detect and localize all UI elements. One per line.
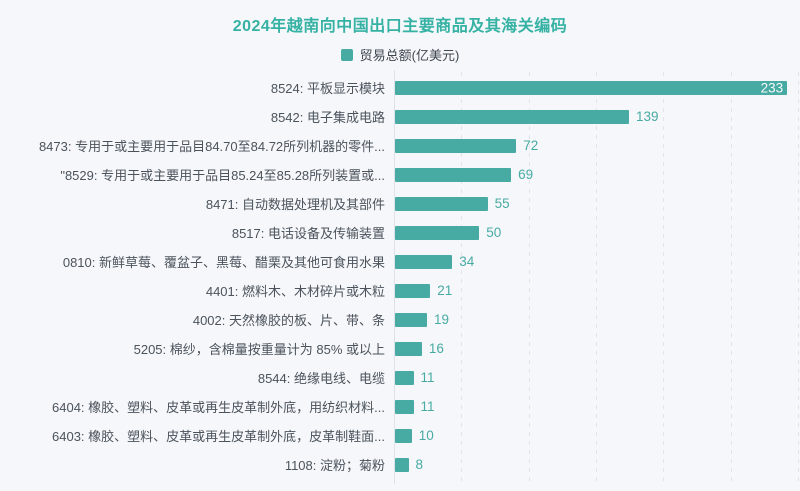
bar <box>395 312 427 327</box>
bar-area: 11 <box>395 392 800 421</box>
bar <box>395 370 414 385</box>
category-label: 0810: 新鲜草莓、覆盆子、黑莓、醋栗及其他可食用水果 <box>62 255 385 270</box>
category-label: 8542: 电子集成电路 <box>270 110 385 125</box>
value-label: 8 <box>415 457 424 472</box>
bar <box>395 254 453 269</box>
value-label: 16 <box>428 341 444 356</box>
chart-row: 4401: 燃料木、木材碎片或木粒 21 <box>0 276 800 305</box>
category-label: 6404: 橡胶、塑料、皮革或再生皮革制外底，用纺织材料... <box>52 400 385 415</box>
value-label: 233 <box>760 80 784 95</box>
chart-row: 6404: 橡胶、塑料、皮革或再生皮革制外底，用纺织材料... 11 <box>0 392 800 421</box>
bar-area: 16 <box>395 334 800 363</box>
legend-swatch-icon <box>340 48 353 61</box>
bar-area: 72 <box>395 131 800 160</box>
bar <box>395 399 414 414</box>
category-label: "8529: 专用于或主要用于品目85.24至85.28所列装置或... <box>60 168 385 183</box>
category-label: 1108: 淀粉；菊粉 <box>284 458 385 473</box>
bar <box>395 109 629 124</box>
chart-row: 8544: 绝缘电线、电缆 11 <box>0 363 800 392</box>
category-label: 8517: 电话设备及传输装置 <box>231 226 385 241</box>
category-label: 4002: 天然橡胶的板、片、带、条 <box>192 313 385 328</box>
bar-area: 11 <box>395 363 800 392</box>
bar <box>395 167 512 182</box>
chart-row: 8517: 电话设备及传输装置 50 <box>0 218 800 247</box>
value-label: 50 <box>486 225 502 240</box>
chart-row: 1108: 淀粉；菊粉 8 <box>0 450 800 479</box>
category-label: 8544: 绝缘电线、电缆 <box>257 371 385 386</box>
bar-area: 10 <box>395 421 800 450</box>
bar-area: 55 <box>395 189 800 218</box>
bar-area: 19 <box>395 305 800 334</box>
value-label: 11 <box>420 399 435 414</box>
legend: 贸易总额(亿美元) <box>0 45 800 64</box>
bar <box>395 457 409 472</box>
category-label: 8524: 平板显示模块 <box>270 81 385 96</box>
bar <box>395 428 412 443</box>
bar-area: 21 <box>395 276 800 305</box>
chart-row: "8529: 专用于或主要用于品目85.24至85.28所列装置或... 69 <box>0 160 800 189</box>
value-label: 55 <box>494 196 510 211</box>
category-label: 6403: 橡胶、塑料、皮革或再生皮革制外底，皮革制鞋面... <box>52 429 385 444</box>
value-label: 34 <box>459 254 475 269</box>
bar <box>395 283 431 298</box>
category-label: 8473: 专用于或主要用于品目84.70至84.72所列机器的零件... <box>38 139 385 154</box>
chart-row: 4002: 天然橡胶的板、片、带、条 19 <box>0 305 800 334</box>
category-label: 8471: 自动数据处理机及其部件 <box>205 197 385 212</box>
bar-area: 50 <box>395 218 800 247</box>
chart-row: 8471: 自动数据处理机及其部件 55 <box>0 189 800 218</box>
value-label: 139 <box>636 109 659 124</box>
value-label: 69 <box>518 167 534 182</box>
bar-area: 139 <box>395 102 800 131</box>
bar-area: 69 <box>395 160 800 189</box>
bar <box>395 225 480 240</box>
value-label: 10 <box>418 428 434 443</box>
value-label: 72 <box>523 138 539 153</box>
bar <box>395 341 422 356</box>
bar <box>395 138 517 153</box>
value-label: 19 <box>434 312 450 327</box>
bar-area: 8 <box>395 450 800 479</box>
chart-row: 8524: 平板显示模块 233 <box>0 73 800 102</box>
bar-area: 34 <box>395 247 800 276</box>
chart-row: 0810: 新鲜草莓、覆盆子、黑莓、醋栗及其他可食用水果 34 <box>0 247 800 276</box>
chart-row: 8473: 专用于或主要用于品目84.70至84.72所列机器的零件... 72 <box>0 131 800 160</box>
chart-row: 8542: 电子集成电路 139 <box>0 102 800 131</box>
value-label: 21 <box>437 283 453 298</box>
chart-row: 5205: 棉纱，含棉量按重量计为 85% 或以上 16 <box>0 334 800 363</box>
category-label: 5205: 棉纱，含棉量按重量计为 85% 或以上 <box>133 342 385 357</box>
chart-title: 2024年越南向中国出口主要商品及其海关编码 <box>232 18 568 35</box>
legend-label: 贸易总额(亿美元) <box>359 48 460 63</box>
category-label: 4401: 燃料木、木材碎片或木粒 <box>205 284 385 299</box>
chart-rows: 8524: 平板显示模块 233 8542: 电子集成电路 139 8473: 专用于或… <box>0 73 800 479</box>
bar <box>395 196 488 211</box>
bar-area: 233 <box>395 73 800 102</box>
value-label: 11 <box>420 370 435 385</box>
bar: 233 <box>395 80 788 95</box>
chart-row: 6403: 橡胶、塑料、皮革或再生皮革制外底，皮革制鞋面... 10 <box>0 421 800 450</box>
